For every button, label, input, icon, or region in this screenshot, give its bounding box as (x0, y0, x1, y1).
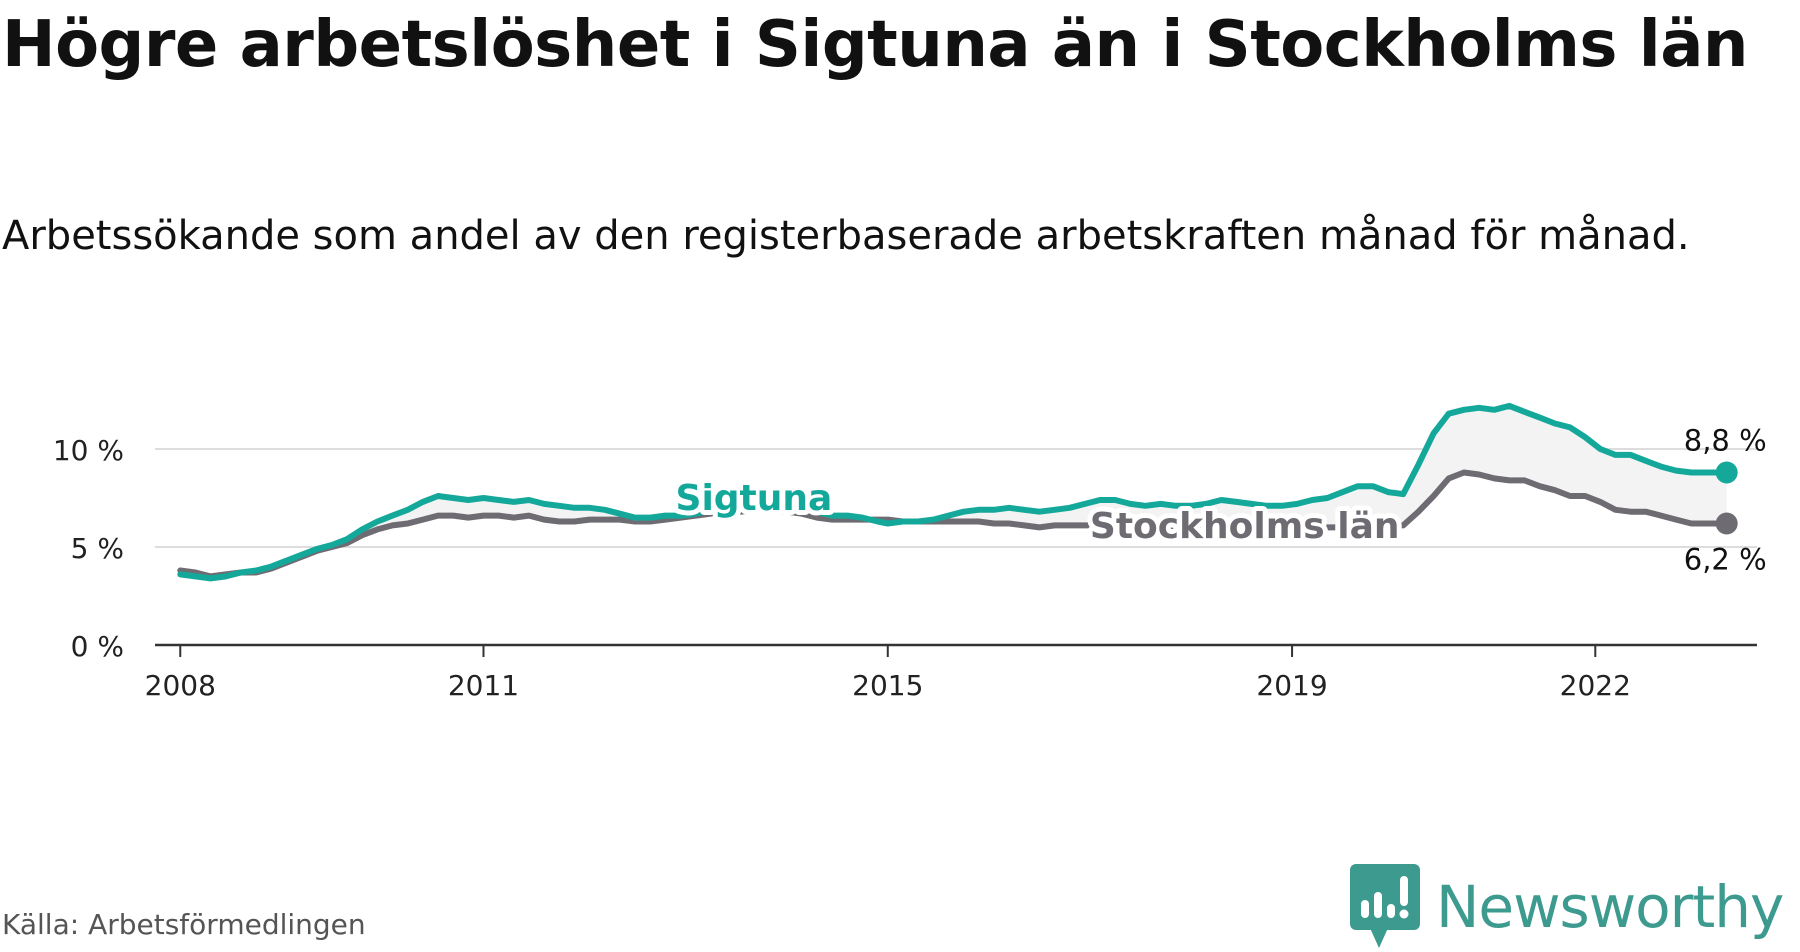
x-tick-label: 2015 (852, 669, 923, 702)
end-point-sigtuna (1715, 461, 1738, 484)
series-label-stockholm: Stockholms län (1090, 506, 1400, 547)
axes: 0 % 5 % 10 % 2008 2011 2015 2019 2022 (53, 434, 1757, 702)
y-tick-label: 10 % (53, 434, 124, 467)
series-line-stockholm (177, 469, 1730, 580)
end-point-stockholm (1715, 512, 1738, 535)
y-tick-label: 5 % (71, 532, 124, 565)
y-tick-label: 0 % (71, 630, 124, 663)
x-tick-label: 2019 (1256, 669, 1327, 702)
end-label-sigtuna: 8,8 % (1684, 424, 1767, 458)
series-label-sigtuna-halo: Sigtuna (676, 478, 833, 519)
brand-name: Newsworthy (1436, 873, 1784, 941)
line-chart: 0 % 5 % 10 % 2008 2011 2015 2019 2022 SigtunaSi… (53, 402, 1767, 702)
series-line-sigtuna (177, 402, 1730, 582)
source-note: Källa: Arbetsförmedlingen (2, 908, 366, 941)
series-label-stockholm-halo: Stockholms län (1090, 506, 1400, 547)
chart-title: Högre arbetslöshet i Sigtuna än i Stockh… (2, 8, 1748, 82)
end-label-stockholm: 6,2 % (1684, 542, 1767, 576)
series-lines (177, 402, 1738, 582)
x-tick-label: 2022 (1560, 669, 1631, 702)
x-tick-label: 2011 (448, 669, 519, 702)
newsworthy-logo-icon (1350, 864, 1420, 948)
series-label-sigtuna: Sigtuna (676, 478, 833, 519)
brand-logo[interactable]: Newsworthy (1348, 862, 1784, 952)
x-tick-label: 2008 (145, 669, 216, 702)
gap-area (180, 405, 1727, 579)
chart-subtitle: Arbetssökande som andel av den registerb… (2, 213, 1690, 259)
